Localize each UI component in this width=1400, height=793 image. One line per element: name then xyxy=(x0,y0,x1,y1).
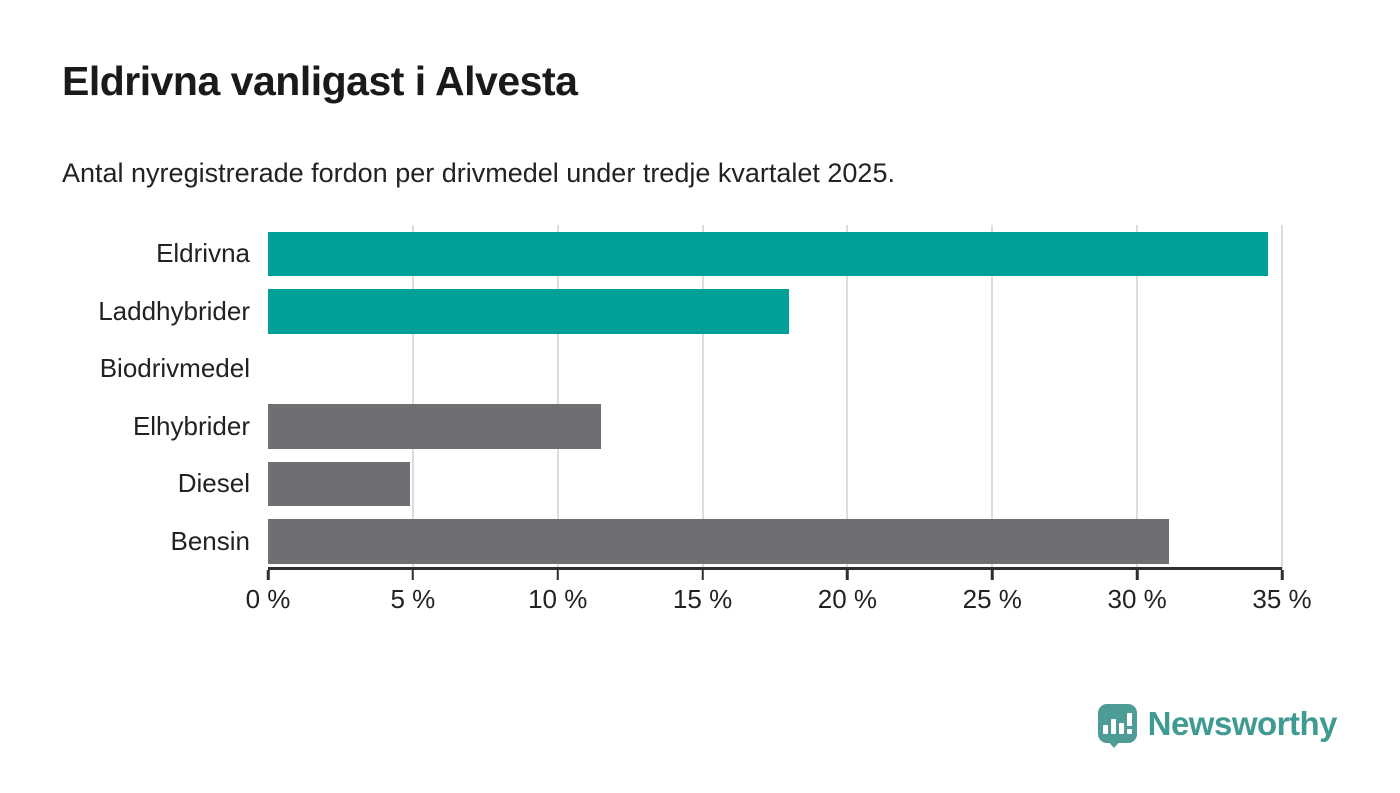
speech-bubble-tail xyxy=(1105,739,1122,756)
gridline-15 xyxy=(701,225,704,570)
newsworthy-wordmark: Newsworthy xyxy=(1147,704,1338,742)
x-axis-tick-5 xyxy=(411,570,415,580)
x-axis-tick-25 xyxy=(991,570,994,580)
category-label: Eldrivna xyxy=(156,238,250,269)
gridline-5 xyxy=(411,225,414,570)
bar-chart-plot-area: 0 % 5 % 10 % 15 % 20 % 25 % 30 % 35 % Eldrivna La… xyxy=(98,225,1312,614)
x-tick-label: 0 % xyxy=(245,584,291,614)
x-tick-label: 20 % xyxy=(817,584,878,614)
x-axis-tick-20 xyxy=(846,570,849,580)
gridline-25 xyxy=(991,225,994,570)
gridline-10 xyxy=(556,225,559,570)
x-axis-tick-35 xyxy=(1280,570,1284,580)
x-axis-line xyxy=(268,567,1282,570)
x-tick-label: 15 % xyxy=(672,584,733,614)
gridline-20 xyxy=(846,225,849,570)
bar-laddhybrider xyxy=(268,289,790,334)
mini-bar-icon xyxy=(1110,719,1116,734)
category-label: Biodrivmedel xyxy=(99,353,250,384)
x-axis-tick-10 xyxy=(556,570,559,580)
x-tick-label: 30 % xyxy=(1107,584,1167,614)
newsworthy-logo: Newsworthy xyxy=(1097,704,1338,748)
category-label: Laddhybrider xyxy=(98,295,250,326)
category-label: Bensin xyxy=(170,525,251,556)
x-tick-label: 10 % xyxy=(528,584,588,614)
x-axis-tick-15 xyxy=(701,570,704,580)
x-tick-label: 5 % xyxy=(390,584,436,614)
mini-bar-icon xyxy=(1102,725,1108,734)
category-label: Elhybrider xyxy=(132,410,250,441)
bar-bensin xyxy=(268,519,1169,564)
category-label: Diesel xyxy=(177,468,250,499)
x-axis-tick-0 xyxy=(266,570,270,580)
exclamation-icon xyxy=(1126,713,1132,734)
bar-eldrivna xyxy=(268,231,1268,276)
gridline-35 xyxy=(1281,225,1283,570)
x-tick-label: 25 % xyxy=(962,584,1022,614)
chart-title: Eldrivna vanligast i Alvesta xyxy=(62,58,578,104)
newsworthy-speech-bubble-icon xyxy=(1097,704,1137,748)
x-tick-label: 35 % xyxy=(1252,584,1312,614)
x-axis-tick-30 xyxy=(1135,570,1139,580)
bar-diesel xyxy=(268,461,410,506)
chart-subtitle: Antal nyregistrerade fordon per drivmede… xyxy=(62,158,895,188)
bar-elhybrider xyxy=(268,404,602,449)
mini-bar-icon xyxy=(1118,723,1124,734)
gridline-30 xyxy=(1136,225,1139,570)
